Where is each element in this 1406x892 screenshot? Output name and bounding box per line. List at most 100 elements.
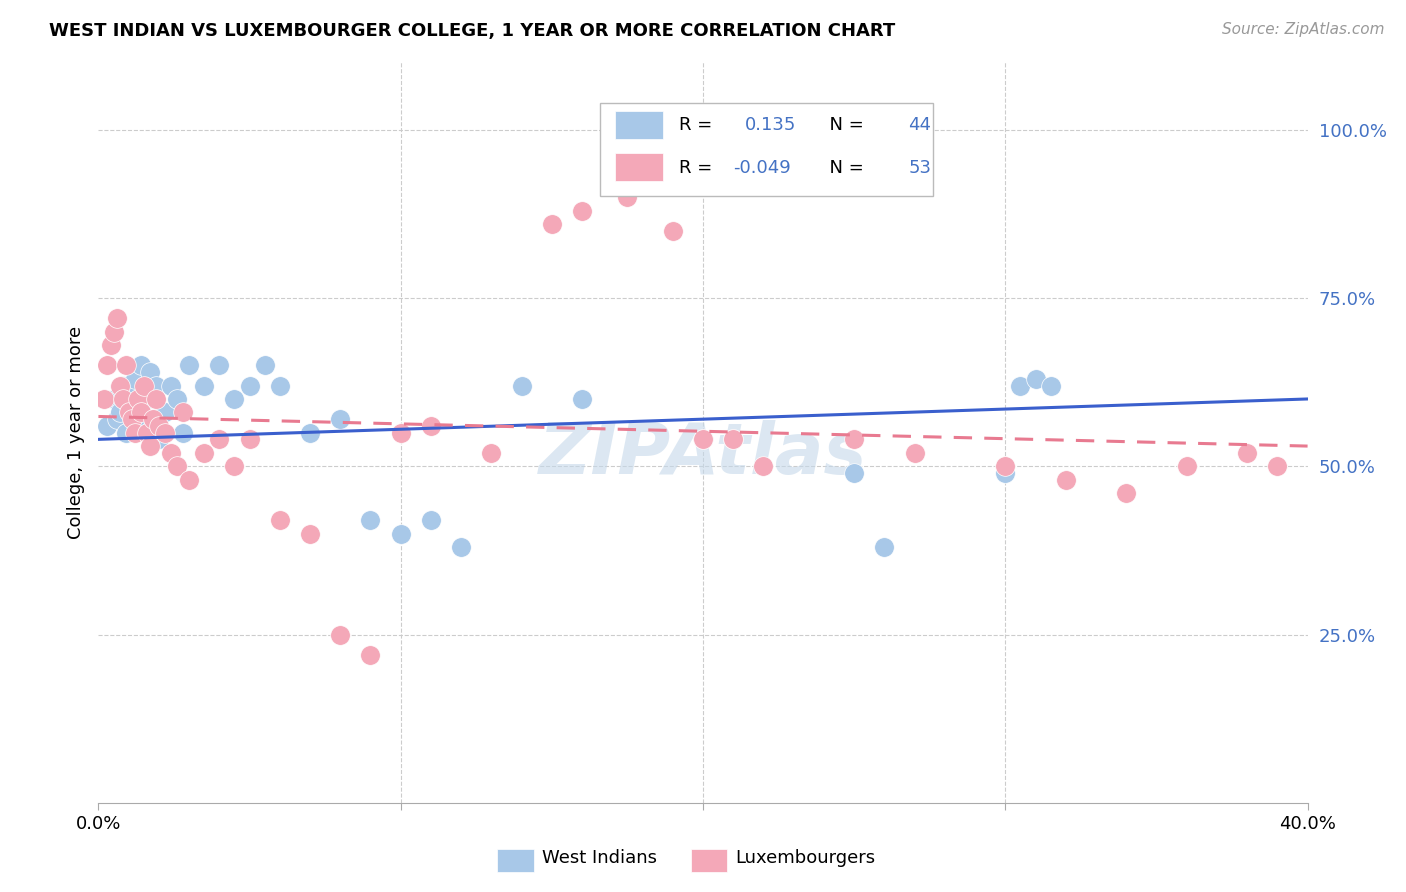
- Text: Luxembourgers: Luxembourgers: [735, 849, 876, 867]
- Point: [135, 425, 157, 440]
- Point: [111, 392, 134, 406]
- Point: [224, 459, 246, 474]
- Point: [148, 418, 170, 433]
- Point: [450, 540, 472, 554]
- Point: [239, 378, 262, 392]
- Point: [253, 359, 276, 373]
- Point: [179, 473, 201, 487]
- Point: [145, 392, 167, 406]
- Bar: [498, 849, 534, 871]
- Text: ZIPAtlas: ZIPAtlas: [538, 420, 868, 490]
- Point: [139, 365, 162, 379]
- Point: [360, 513, 382, 527]
- Point: [1115, 486, 1137, 500]
- Point: [994, 466, 1017, 480]
- Point: [904, 446, 927, 460]
- Point: [873, 540, 896, 554]
- Point: [571, 392, 593, 406]
- Point: [105, 412, 128, 426]
- Point: [1054, 473, 1077, 487]
- Point: [114, 359, 136, 373]
- Point: [142, 412, 165, 426]
- Bar: [690, 849, 727, 871]
- Point: [105, 311, 128, 326]
- Point: [103, 325, 125, 339]
- Point: [540, 217, 562, 231]
- Text: R =: R =: [679, 116, 718, 135]
- Text: 44: 44: [908, 116, 932, 135]
- Text: R =: R =: [679, 160, 718, 178]
- Point: [844, 466, 866, 480]
- Point: [142, 418, 165, 433]
- Point: [616, 190, 638, 204]
- Point: [166, 459, 188, 474]
- Point: [153, 425, 176, 440]
- Point: [118, 399, 141, 413]
- Point: [127, 392, 149, 406]
- Text: WEST INDIAN VS LUXEMBOURGER COLLEGE, 1 YEAR OR MORE CORRELATION CHART: WEST INDIAN VS LUXEMBOURGER COLLEGE, 1 Y…: [49, 22, 896, 40]
- Text: 53: 53: [908, 160, 932, 178]
- Text: 0.135: 0.135: [745, 116, 797, 135]
- Point: [129, 359, 152, 373]
- Point: [145, 378, 167, 392]
- Point: [111, 378, 134, 392]
- Point: [420, 513, 443, 527]
- Point: [93, 392, 115, 406]
- Point: [121, 412, 143, 426]
- Point: [1010, 378, 1032, 392]
- Point: [1039, 378, 1062, 392]
- Point: [166, 392, 188, 406]
- Point: [661, 224, 683, 238]
- Text: -0.049: -0.049: [734, 160, 792, 178]
- Point: [193, 378, 215, 392]
- Point: [121, 385, 143, 400]
- Point: [160, 378, 183, 392]
- Point: [96, 418, 118, 433]
- Bar: [614, 111, 664, 138]
- Text: N =: N =: [818, 160, 869, 178]
- Point: [96, 359, 118, 373]
- Point: [127, 405, 149, 419]
- Point: [692, 433, 714, 447]
- Point: [329, 412, 352, 426]
- Point: [1024, 372, 1046, 386]
- Point: [692, 433, 714, 447]
- Point: [994, 459, 1017, 474]
- Point: [360, 648, 382, 662]
- Point: [160, 446, 183, 460]
- Point: [1236, 446, 1258, 460]
- Point: [844, 433, 866, 447]
- Point: [208, 433, 231, 447]
- Text: West Indians: West Indians: [543, 849, 657, 867]
- Point: [299, 425, 322, 440]
- Point: [239, 433, 262, 447]
- Point: [103, 392, 125, 406]
- Point: [148, 433, 170, 447]
- Point: [124, 372, 146, 386]
- Point: [723, 433, 745, 447]
- Point: [299, 526, 322, 541]
- Point: [193, 446, 215, 460]
- Point: [132, 412, 155, 426]
- Y-axis label: College, 1 year or more: College, 1 year or more: [66, 326, 84, 539]
- Point: [135, 392, 157, 406]
- Point: [420, 418, 443, 433]
- Point: [108, 405, 131, 419]
- Point: [179, 359, 201, 373]
- Bar: [614, 153, 664, 181]
- Point: [153, 405, 176, 419]
- Text: Source: ZipAtlas.com: Source: ZipAtlas.com: [1222, 22, 1385, 37]
- Point: [571, 203, 593, 218]
- Point: [1175, 459, 1198, 474]
- Point: [118, 405, 141, 419]
- Point: [172, 405, 194, 419]
- Point: [1267, 459, 1289, 474]
- Point: [269, 513, 291, 527]
- Point: [132, 378, 155, 392]
- Point: [329, 627, 352, 641]
- Point: [208, 359, 231, 373]
- Point: [114, 425, 136, 440]
- Point: [510, 378, 533, 392]
- Point: [172, 425, 194, 440]
- Point: [100, 338, 122, 352]
